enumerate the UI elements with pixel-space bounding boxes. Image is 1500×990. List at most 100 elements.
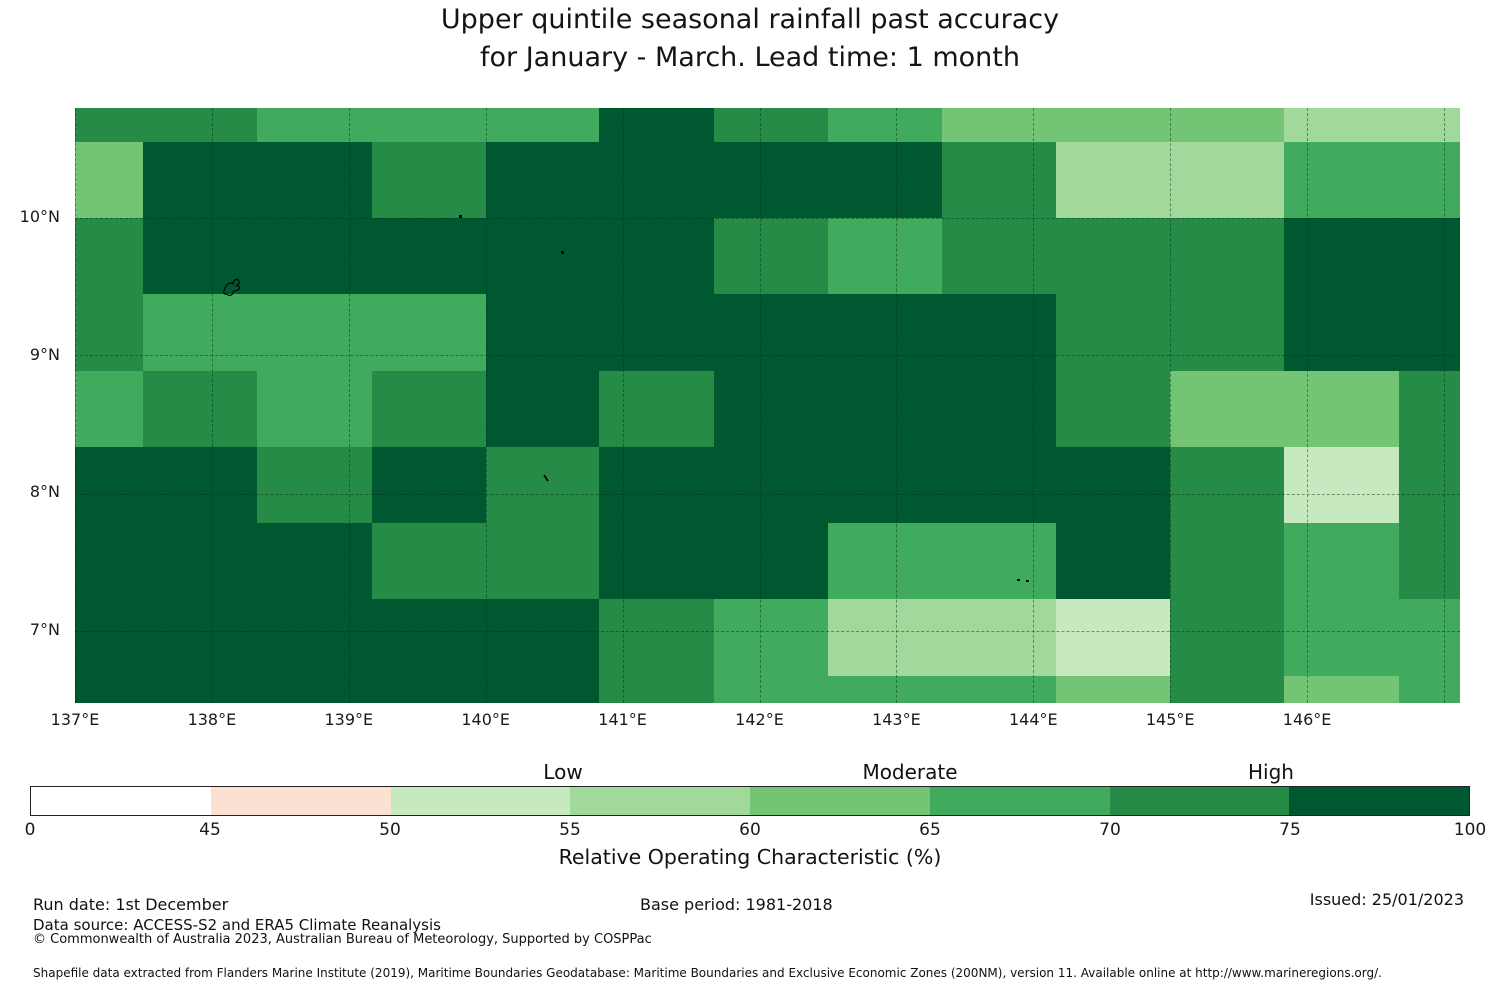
grid-cell	[75, 142, 143, 218]
grid-cell	[1284, 142, 1399, 218]
grid-cell	[828, 676, 942, 703]
latitude-gridline	[75, 631, 1460, 632]
colorbar-tick-label: 75	[1279, 820, 1301, 840]
grid-cell	[143, 294, 257, 371]
grid-cell	[257, 447, 372, 523]
colorbar	[30, 786, 1470, 816]
grid-cell	[1170, 218, 1284, 294]
grid-cell	[1170, 599, 1284, 676]
grid-cell	[1399, 294, 1460, 371]
colorbar-tick-label: 60	[739, 820, 761, 840]
grid-cell	[1399, 108, 1460, 142]
colorbar-segment	[1289, 787, 1470, 815]
grid-cell	[143, 218, 257, 294]
grid-cell	[942, 676, 1056, 703]
colorbar-segment	[929, 787, 1110, 815]
grid-cell	[1056, 371, 1170, 447]
grid-cell	[143, 142, 257, 218]
grid-cell	[372, 108, 486, 142]
y-tick-label: 10°N	[19, 207, 60, 226]
x-tick-label: 137°E	[50, 710, 100, 729]
grid-cell	[75, 218, 143, 294]
longitude-gridline	[623, 108, 624, 703]
x-tick-label: 140°E	[461, 710, 511, 729]
colorbar-tick-label: 100	[1453, 820, 1487, 840]
grid-cell	[828, 523, 942, 599]
grid-cell	[143, 108, 257, 142]
grid-cell	[942, 523, 1056, 599]
grid-cell	[1056, 218, 1170, 294]
grid-cell	[599, 371, 714, 447]
shapefile-note-text: Shapefile data extracted from Flanders M…	[33, 966, 1382, 980]
colorbar-segment	[750, 787, 930, 815]
grid-cell	[1284, 371, 1399, 447]
heatmap-plot-area	[75, 108, 1460, 703]
colorbar-segment	[570, 787, 751, 815]
y-tick-label: 9°N	[29, 344, 60, 364]
grid-cell	[257, 294, 372, 371]
grid-cell	[942, 599, 1056, 676]
grid-cell	[714, 676, 828, 703]
longitude-gridline	[349, 108, 350, 703]
grid-cell	[75, 599, 143, 676]
grid-cell	[143, 371, 257, 447]
issued-date-text: Issued: 25/01/2023	[1309, 890, 1464, 909]
copyright-text: © Commonwealth of Australia 2023, Austra…	[33, 932, 652, 947]
grid-cell	[1399, 218, 1460, 294]
grid-cell	[1056, 523, 1170, 599]
grid-cell	[942, 108, 1056, 142]
grid-cell	[1170, 523, 1284, 599]
grid-cell	[1056, 447, 1170, 523]
run-date-text: Run date: 1st December	[33, 895, 229, 914]
grid-cell	[1284, 676, 1399, 703]
grid-cell	[599, 294, 714, 371]
grid-cell	[1056, 108, 1170, 142]
longitude-gridline	[760, 108, 761, 703]
grid-cell	[257, 676, 372, 703]
colorbar-tick-label: 55	[559, 820, 581, 840]
latitude-gridline	[75, 355, 1460, 356]
grid-cell	[486, 371, 599, 447]
x-tick-label: 146°E	[1282, 710, 1332, 729]
grid-cell	[828, 294, 942, 371]
grid-cell	[257, 599, 372, 676]
grid-cell	[714, 218, 828, 294]
data-source-text: Data source: ACCESS-S2 and ERA5 Climate …	[33, 916, 441, 934]
grid-cell	[257, 523, 372, 599]
longitude-gridline	[1170, 108, 1171, 703]
grid-cell	[257, 108, 372, 142]
grid-cell	[372, 447, 486, 523]
grid-cell	[828, 142, 942, 218]
x-tick-label: 141°E	[598, 710, 647, 729]
grid-cell	[1056, 599, 1170, 676]
grid-cell	[372, 371, 486, 447]
latitude-gridline	[75, 218, 1460, 219]
grid-cell	[1170, 447, 1284, 523]
longitude-gridline	[486, 108, 487, 703]
colorbar-tick-label: 70	[1099, 820, 1121, 840]
grid-cell	[75, 108, 143, 142]
grid-cell	[942, 447, 1056, 523]
grid-cell	[257, 218, 372, 294]
grid-cell	[828, 371, 942, 447]
colorbar-tick-label: 45	[199, 820, 221, 840]
grid-cell	[372, 599, 486, 676]
grid-cell	[599, 108, 714, 142]
colorbar-tick-label: 50	[379, 820, 401, 840]
grid-cell	[1056, 294, 1170, 371]
x-tick-label: 142°E	[735, 710, 784, 729]
longitude-gridline	[1033, 108, 1034, 703]
grid-cell	[599, 599, 714, 676]
grid-cell	[828, 447, 942, 523]
grid-cell	[1284, 523, 1399, 599]
grid-cell	[486, 676, 599, 703]
grid-cell	[942, 294, 1056, 371]
grid-cell	[486, 108, 599, 142]
grid-cell	[828, 218, 942, 294]
grid-cell	[599, 218, 714, 294]
colorbar-segment	[1109, 787, 1290, 815]
grid-cell	[1284, 218, 1399, 294]
grid-cell	[828, 108, 942, 142]
grid-cell	[1399, 676, 1460, 703]
grid-cell	[1284, 599, 1399, 676]
